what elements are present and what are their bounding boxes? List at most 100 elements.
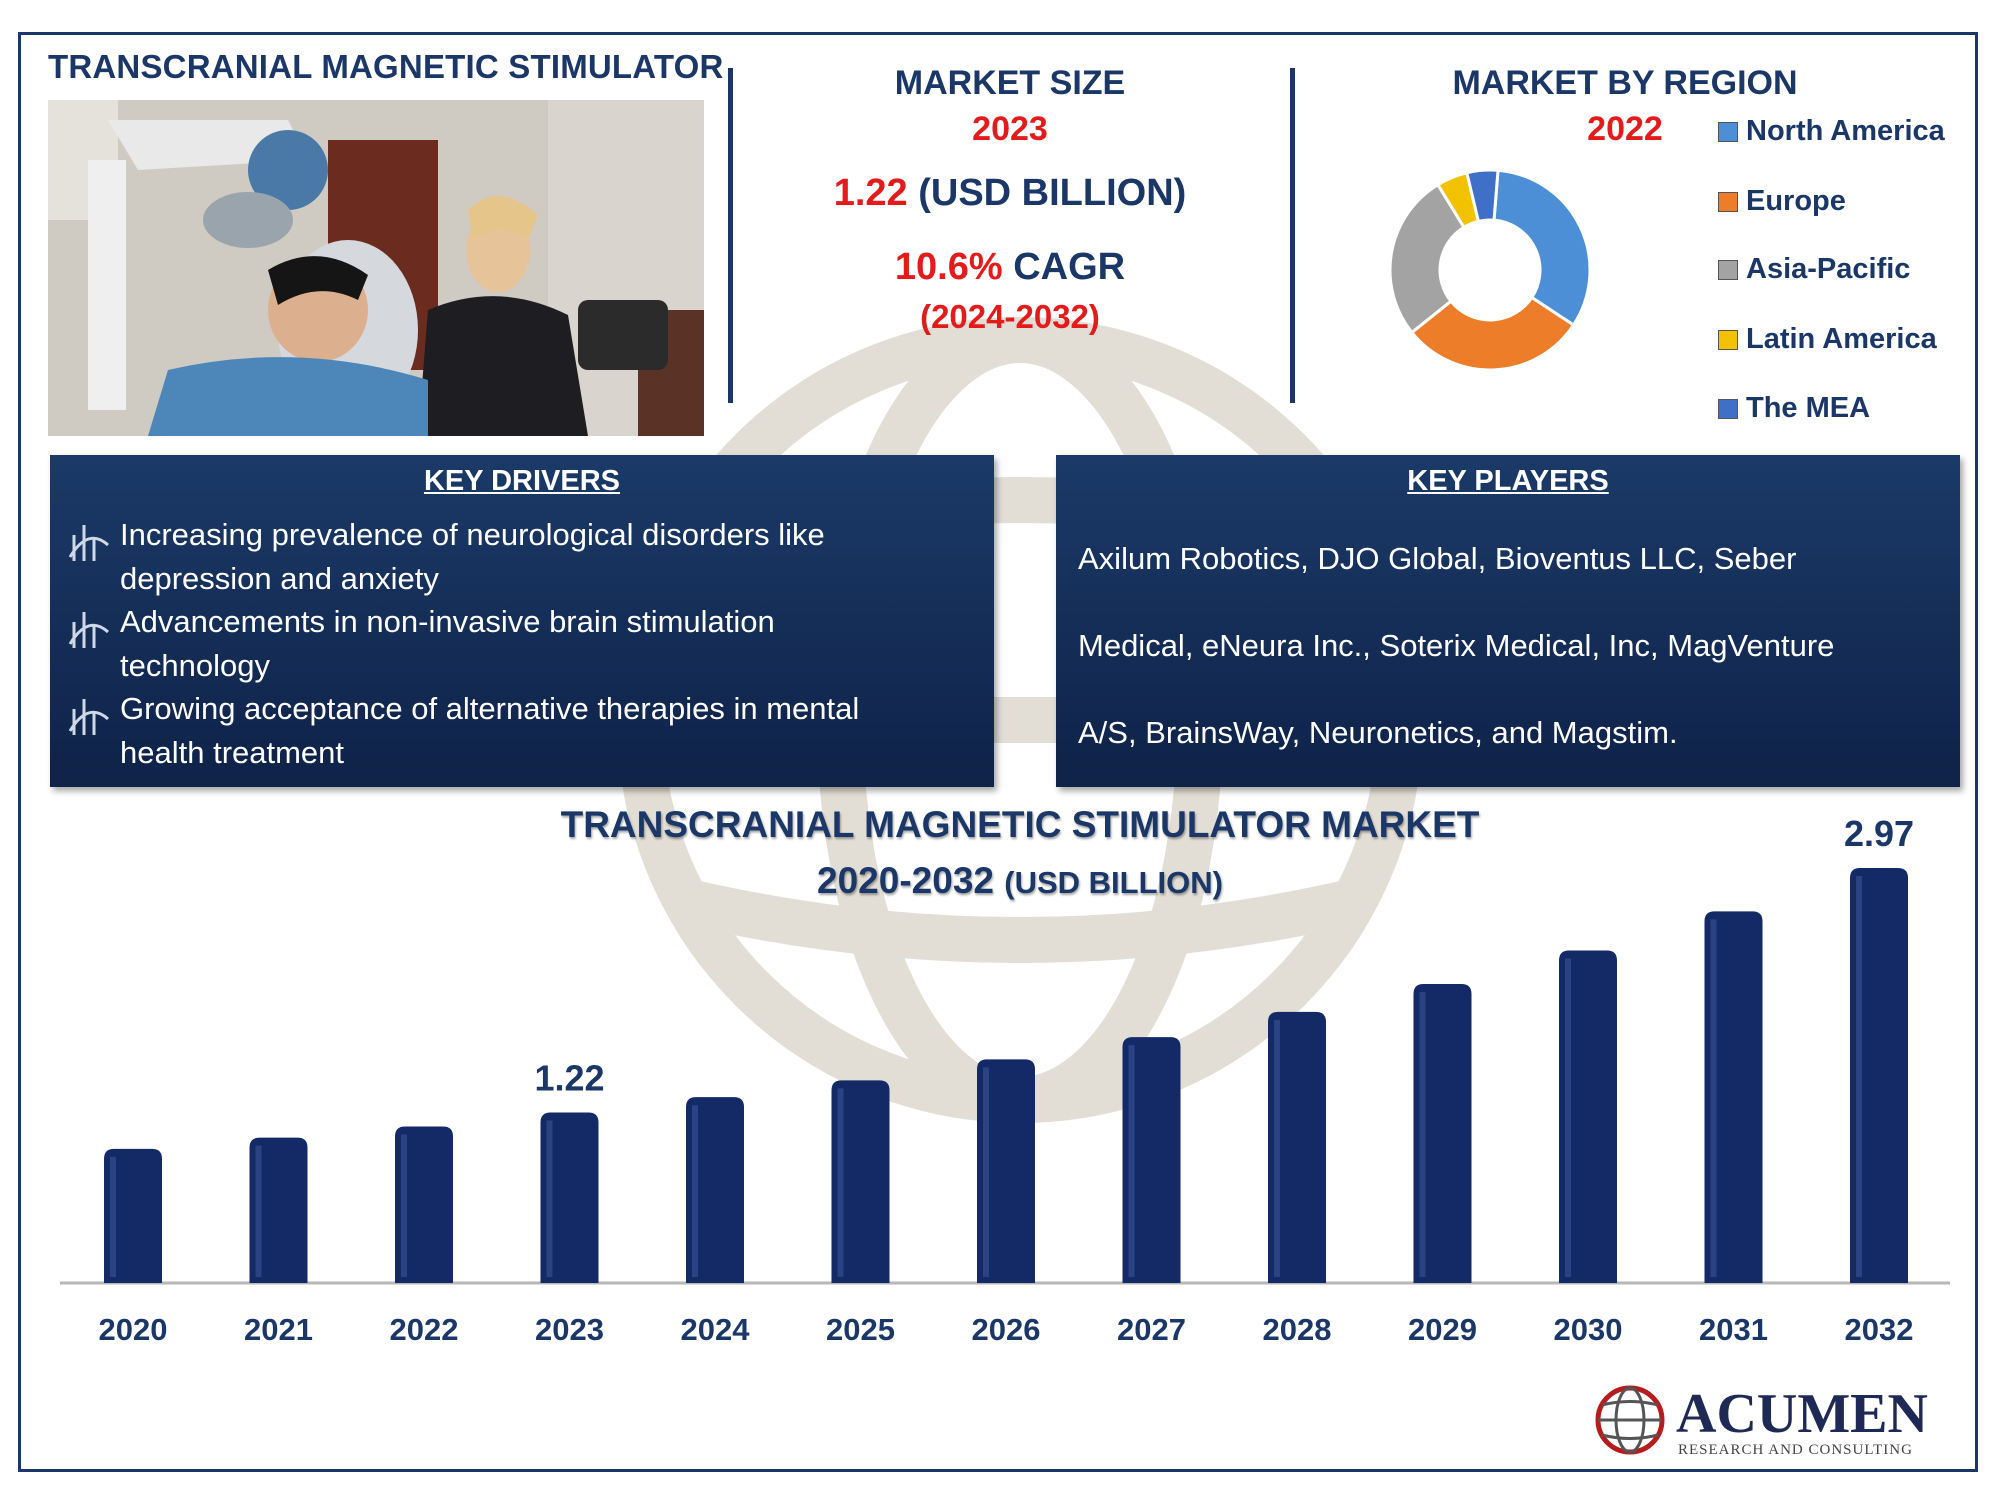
bar-highlight: [692, 1105, 698, 1277]
x-tick-label: 2020: [99, 1312, 168, 1347]
legend-swatch: [1718, 330, 1738, 351]
bar-2021: [249, 1137, 308, 1283]
chart-title-line1: TRANSCRANIAL MAGNETIC STIMULATOR MARKET: [560, 804, 1480, 845]
acumen-tagline: RESEARCH AND CONSULTING: [1678, 1442, 1913, 1458]
x-tick-label: 2029: [1408, 1312, 1477, 1347]
bar-highlight: [255, 1145, 262, 1277]
region-donut-chart: [1388, 168, 1592, 372]
x-tick-label: 2023: [535, 1312, 604, 1347]
cagr-value: 10.6% CAGR: [760, 246, 1260, 289]
driver-item: Growing acceptance of alternative therap…: [120, 687, 970, 775]
bar-highlight: [1128, 1045, 1135, 1277]
driver-line: Increasing prevalence of neurological di…: [120, 517, 825, 552]
chart-title-unit: (USD BILLION): [1004, 865, 1223, 900]
bar-highlight: [1274, 1019, 1280, 1277]
x-tick-label: 2026: [972, 1312, 1041, 1347]
cagr-period: (2024-2032): [920, 298, 1100, 335]
acumen-brand: ACUMEN: [1676, 1383, 1928, 1445]
x-tick-label: 2031: [1699, 1312, 1768, 1347]
donut-slice: [1492, 168, 1592, 328]
x-tick-label: 2022: [390, 1312, 459, 1347]
legend-item: North America: [1718, 115, 1945, 148]
bar-highlight: [837, 1088, 844, 1277]
x-tick-label: 2024: [681, 1312, 751, 1347]
market-size-heading: MARKET SIZE: [894, 64, 1126, 102]
bar-highlight: [1856, 876, 1862, 1277]
key-players-title: KEY PLAYERS: [1407, 465, 1609, 497]
bar-2032: [1850, 868, 1908, 1283]
data-label-2032: 2.97: [1844, 813, 1914, 854]
bar-2022: [395, 1126, 453, 1283]
legend-swatch: [1718, 260, 1738, 281]
bar-2029: [1413, 983, 1472, 1283]
cagr-number: 10.6%: [894, 246, 1003, 288]
growth-chart-icon: [68, 612, 110, 648]
bar-2020: [104, 1148, 162, 1283]
market-size-value: 1.22 (USD BILLION): [760, 172, 1260, 215]
driver-item: Advancements in non-invasive brain stimu…: [120, 600, 970, 688]
market-size-number: 1.22: [833, 172, 908, 214]
market-size-year: 2023: [972, 110, 1048, 148]
donut-slice: [1464, 168, 1500, 224]
bar-highlight: [546, 1120, 553, 1277]
x-tick-label: 2030: [1554, 1312, 1623, 1347]
key-players-line: Axilum Robotics, DJO Global, Bioventus L…: [1078, 541, 1797, 576]
bar-highlight: [1419, 991, 1426, 1277]
growth-chart-icon: [68, 525, 110, 561]
driver-item: Increasing prevalence of neurological di…: [120, 513, 970, 601]
page-title: TRANSCRANIAL MAGNETIC STIMULATOR: [48, 48, 724, 85]
growth-chart-icon: [68, 699, 110, 735]
bar-2024: [686, 1097, 744, 1283]
bar-2023: [540, 1112, 599, 1283]
key-players-line: Medical, eNeura Inc., Soterix Medical, I…: [1078, 628, 1835, 663]
x-tick-label: 2027: [1117, 1312, 1186, 1347]
key-players-line: A/S, BrainsWay, Neuronetics, and Magstim…: [1078, 715, 1678, 750]
driver-line: technology: [120, 648, 270, 683]
acumen-globe-icon: [1595, 1385, 1665, 1455]
market-size-unit: (USD BILLION): [918, 172, 1187, 214]
bar-highlight: [401, 1134, 407, 1277]
bar-2027: [1122, 1037, 1181, 1283]
bar-highlight: [1710, 919, 1717, 1277]
cagr-label: CAGR: [1013, 246, 1126, 288]
acumen-logo: ACUMEN RESEARCH AND CONSULTING: [1595, 1383, 1928, 1458]
legend-label: Asia-Pacific: [1746, 253, 1911, 285]
region-year: 2022: [1587, 110, 1663, 148]
donut-slice: [1409, 295, 1576, 372]
patient-treatment-photo: [48, 100, 704, 436]
legend-item: Europe: [1718, 185, 1846, 218]
x-tick-label: 2021: [244, 1312, 313, 1347]
bar-highlight: [1565, 958, 1571, 1277]
region-heading: MARKET BY REGION: [1452, 64, 1798, 102]
legend-label: North America: [1746, 115, 1945, 147]
key-drivers-panel: KEY DRIVERS Increasing prevalence of neu…: [50, 455, 994, 787]
divider-right: [1290, 68, 1295, 403]
legend-item: Asia-Pacific: [1718, 253, 1910, 286]
legend-swatch: [1718, 122, 1738, 143]
legend-label: The MEA: [1746, 392, 1871, 424]
bar-2026: [977, 1059, 1035, 1283]
legend-swatch: [1718, 192, 1738, 213]
divider-left: [728, 68, 733, 403]
bar-2028: [1268, 1011, 1326, 1283]
bar-highlight: [110, 1156, 116, 1277]
legend-item: The MEA: [1718, 392, 1870, 425]
legend-swatch: [1718, 399, 1738, 420]
key-drivers-title: KEY DRIVERS: [423, 465, 621, 497]
key-players-panel: KEY PLAYERS Axilum Robotics, DJO Global,…: [1056, 455, 1960, 787]
x-tick-label: 2028: [1263, 1312, 1332, 1347]
bar-2031: [1704, 911, 1763, 1283]
driver-line: Growing acceptance of alternative therap…: [120, 691, 860, 726]
bar-2025: [831, 1080, 890, 1283]
data-label-2023: 1.22: [534, 1058, 604, 1099]
bar-highlight: [983, 1067, 989, 1277]
chart-title-line2: 2020-2032 (USD BILLION): [460, 860, 1580, 902]
x-tick-label: 2032: [1845, 1312, 1914, 1347]
driver-line: health treatment: [120, 735, 345, 770]
donut-slice: [1388, 182, 1466, 335]
x-tick-label: 2025: [826, 1312, 895, 1347]
legend-item: Latin America: [1718, 323, 1937, 356]
driver-line: Advancements in non-invasive brain stimu…: [120, 604, 775, 639]
key-players-list: Axilum Robotics, DJO Global, Bioventus L…: [1078, 515, 1958, 776]
